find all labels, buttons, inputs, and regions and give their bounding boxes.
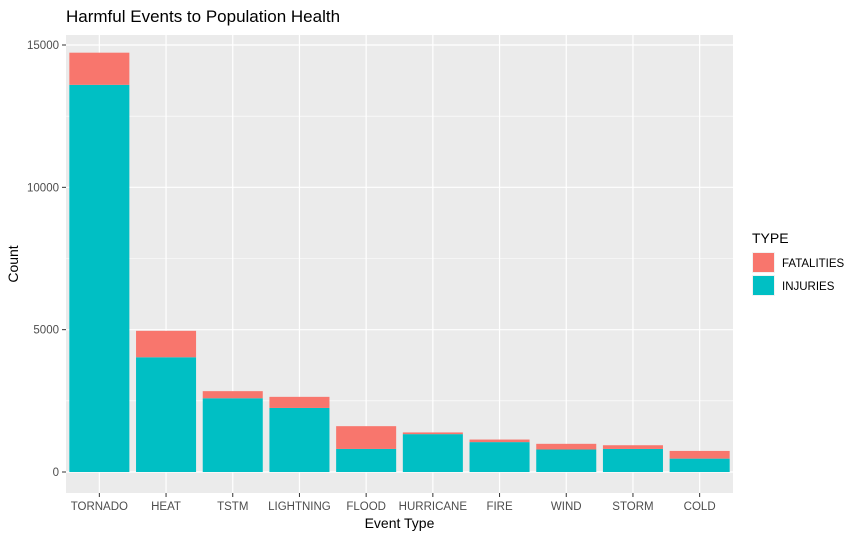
bar-injuries [336,448,397,472]
bar-fatalities [669,450,730,459]
legend-title: TYPE [752,230,789,246]
bar-injuries [536,449,597,472]
x-tick-label: WIND [551,501,582,513]
legend-label: INJURIES [782,281,835,293]
bar-injuries [402,434,463,472]
x-tick-label: FLOOD [346,501,386,513]
bar-injuries [202,398,263,472]
bar-fatalities [136,330,197,358]
x-tick-label: HURRICANE [399,501,468,513]
bar-injuries [469,442,530,472]
axes: 0 5000 10000 15000 TORNADO HEAT TSTM LIGHTNING F… [27,40,716,513]
y-axis-title: Count [5,245,21,282]
bars [69,52,730,472]
x-tick-label: TSTM [217,501,248,513]
bar-injuries [69,84,130,472]
bar-fatalities [69,52,130,85]
bar-fatalities [602,445,663,449]
bar-fatalities [536,443,597,450]
x-tick-label: COLD [684,501,716,513]
legend-swatch [753,276,774,295]
bar-injuries [269,407,330,472]
x-tick-label: FIRE [486,501,513,513]
x-axis-title: Event Type [365,515,435,531]
legend-swatch [753,253,774,272]
x-tick-label: TORNADO [71,501,128,513]
bar-injuries [669,458,730,472]
bar-injuries [602,448,663,472]
y-tick-label: 10000 [27,182,59,194]
bar-fatalities [469,439,530,443]
legend-label: FATALITIES [782,258,845,270]
x-tick-label: HEAT [151,501,181,513]
y-tick-label: 0 [53,467,59,479]
bar-fatalities [202,391,263,399]
bar-fatalities [402,432,463,435]
chart-title: Harmful Events to Population Health [66,7,340,26]
bar-fatalities [269,396,330,408]
bar-injuries [136,357,197,472]
bar-fatalities [336,426,397,449]
x-tick-label: LIGHTNING [268,501,331,513]
y-tick-label: 5000 [33,325,59,337]
legend: TYPE FATALITIES INJURIES [752,230,845,296]
y-tick-label: 15000 [27,40,59,52]
x-tick-label: STORM [612,501,653,513]
